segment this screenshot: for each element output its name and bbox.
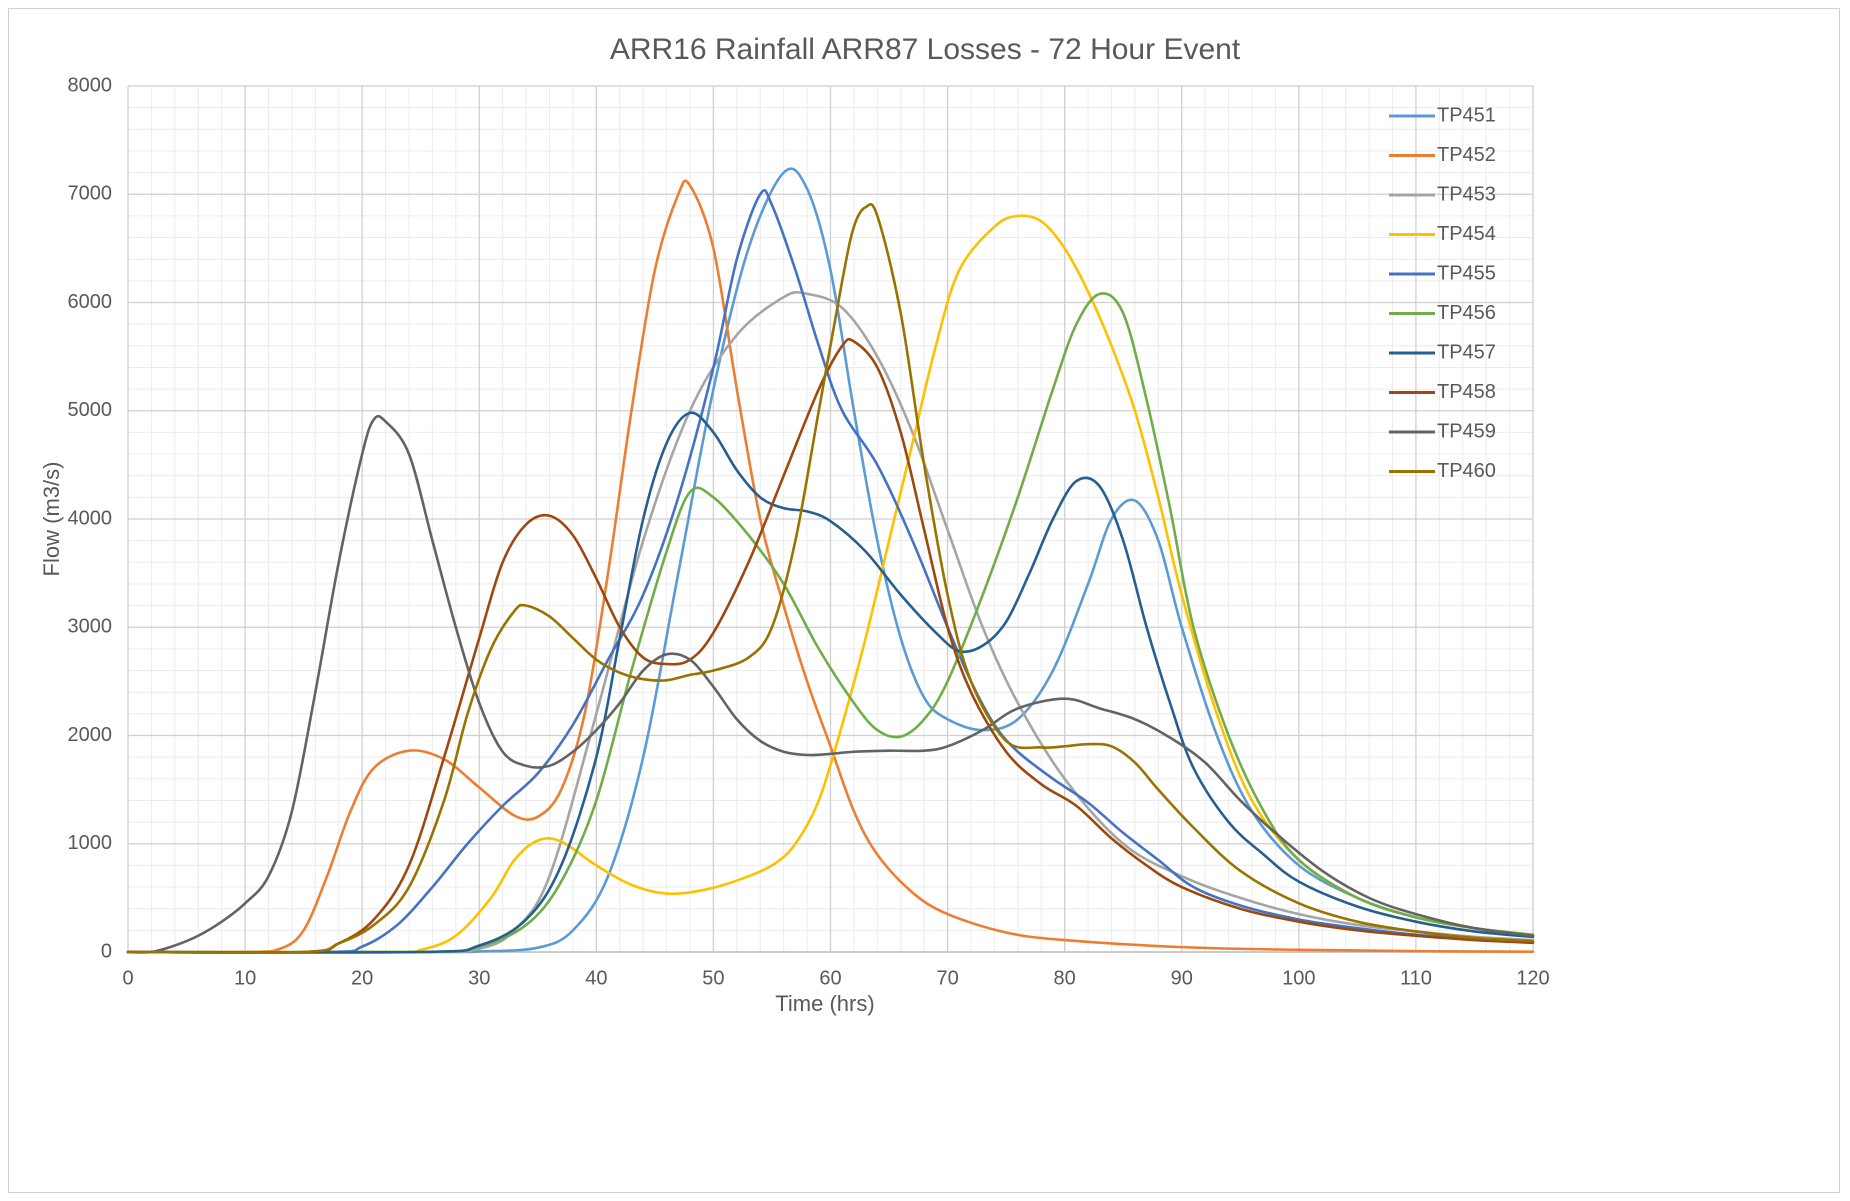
x-tick-label: 0 — [122, 967, 133, 989]
x-tick-label: 20 — [351, 967, 373, 989]
legend-item-tp454: TP454 — [1389, 223, 1496, 245]
y-tick-label: 7000 — [68, 183, 113, 205]
y-axis-label: Flow (m3/s) — [39, 462, 64, 577]
x-tick-label: 110 — [1400, 967, 1432, 989]
series-line-tp454 — [126, 214, 1535, 954]
x-axis-label: Time (hrs) — [775, 991, 874, 1016]
series-line-tp455 — [126, 189, 1535, 954]
line-chart: ARR16 Rainfall ARR87 Losses - 72 Hour Ev… — [39, 33, 1550, 1016]
x-axis-ticks: 0 10 20 30 40 50 60 70 80 90 100 110 120 — [122, 967, 1549, 989]
legend-item-tp458: TP458 — [1389, 381, 1496, 403]
x-tick-label: 90 — [1171, 967, 1193, 989]
legend-item-tp455: TP455 — [1389, 262, 1496, 284]
legend: TP451 TP452 TP453 TP454 TP455 TP456 TP457 TP458… — [1389, 104, 1496, 482]
legend-item-tp457: TP457 — [1389, 341, 1496, 363]
legend-label: TP451 — [1437, 104, 1496, 126]
series-line-tp457 — [126, 411, 1535, 954]
legend-item-tp456: TP456 — [1389, 302, 1496, 324]
y-tick-label: 2000 — [68, 724, 113, 746]
x-tick-label: 40 — [585, 967, 607, 989]
x-tick-label: 70 — [936, 967, 958, 989]
y-tick-label: 6000 — [68, 291, 113, 313]
x-tick-label: 100 — [1282, 967, 1315, 989]
y-tick-label: 4000 — [68, 507, 113, 529]
legend-label: TP457 — [1437, 341, 1496, 363]
legend-item-tp453: TP453 — [1389, 183, 1496, 205]
y-axis-ticks: 0 1000 2000 3000 4000 5000 6000 7000 8000 — [68, 74, 113, 962]
y-tick-label: 8000 — [68, 74, 113, 96]
x-tick-label: 60 — [819, 967, 841, 989]
legend-label: TP456 — [1437, 302, 1496, 324]
series-line-tp458 — [126, 337, 1535, 954]
legend-item-tp451: TP451 — [1389, 104, 1496, 126]
x-tick-label: 120 — [1516, 967, 1549, 989]
y-tick-label: 1000 — [68, 832, 113, 854]
chart-frame: ARR16 Rainfall ARR87 Losses - 72 Hour Ev… — [8, 8, 1840, 1193]
series-line-tp460 — [126, 202, 1535, 954]
legend-item-tp460: TP460 — [1389, 460, 1496, 482]
series-line-tp459 — [126, 414, 1535, 954]
x-tick-label: 10 — [234, 967, 256, 989]
legend-item-tp452: TP452 — [1389, 144, 1496, 166]
series-line-tp453 — [126, 290, 1535, 954]
x-tick-label: 80 — [1054, 967, 1076, 989]
x-tick-label: 50 — [702, 967, 724, 989]
legend-label: TP452 — [1437, 144, 1496, 166]
legend-label: TP453 — [1437, 183, 1496, 205]
y-tick-label: 0 — [101, 940, 112, 962]
legend-label: TP454 — [1437, 223, 1496, 245]
legend-label: TP459 — [1437, 420, 1496, 442]
x-tick-label: 30 — [468, 967, 490, 989]
y-tick-label: 3000 — [68, 616, 113, 638]
legend-label: TP458 — [1437, 381, 1496, 403]
series-line-tp452 — [126, 179, 1535, 954]
series-line-tp456 — [126, 292, 1535, 954]
series-line-tp451 — [126, 167, 1535, 954]
legend-label: TP455 — [1437, 262, 1496, 284]
y-tick-label: 5000 — [68, 399, 113, 421]
chart-title: ARR16 Rainfall ARR87 Losses - 72 Hour Ev… — [610, 33, 1241, 66]
legend-item-tp459: TP459 — [1389, 420, 1496, 442]
series-lines — [126, 167, 1535, 954]
legend-label: TP460 — [1437, 460, 1496, 482]
